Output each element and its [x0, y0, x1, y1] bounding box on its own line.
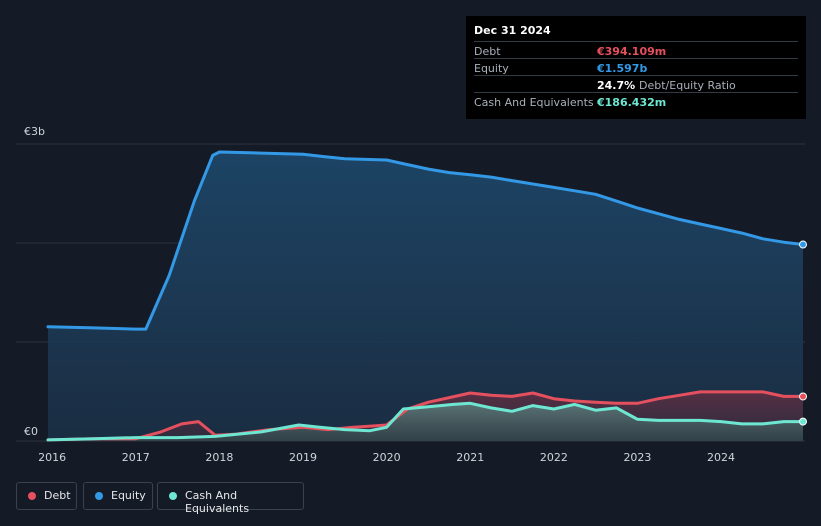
- tooltip-ratio-suffix: Debt/Equity Ratio: [639, 79, 736, 92]
- tooltip-cash-label: Cash And Equivalents: [474, 96, 594, 109]
- tooltip-row-cash: Cash And Equivalents €186.432m: [474, 92, 798, 110]
- tooltip-row-debt: Debt €394.109m: [474, 41, 798, 59]
- x-tick-label: 2020: [373, 451, 401, 464]
- tooltip-row-equity: Equity €1.597b: [474, 58, 798, 76]
- equity-dot-icon: [95, 492, 103, 500]
- y-tick-label: €3b: [24, 125, 45, 138]
- equity-line: [46, 150, 805, 331]
- tooltip-panel: Dec 31 2024 Debt €394.109m Equity €1.597…: [466, 16, 806, 119]
- x-tick-label: 2017: [122, 451, 150, 464]
- legend-item-debt[interactable]: Debt: [16, 482, 77, 510]
- debt-endpoint: [799, 392, 807, 401]
- series-lines: [46, 150, 805, 442]
- legend-cash-label: Cash And Equivalents: [185, 489, 250, 515]
- legend-debt-label: Debt: [44, 489, 71, 502]
- x-tick-label: 2023: [623, 451, 651, 464]
- series-endpoints: [799, 240, 807, 426]
- cash-endpoint: [799, 417, 807, 426]
- tooltip-ratio-value: 24.7%: [597, 79, 636, 92]
- legend-item-equity[interactable]: Equity: [83, 482, 153, 510]
- x-axis: 2016 2017 2018 2019 2020 2021 2022 2023 2024: [38, 451, 735, 464]
- cash-line: [46, 401, 805, 442]
- tooltip-equity-label: Equity: [474, 62, 509, 75]
- tooltip-date: Dec 31 2024: [474, 24, 551, 37]
- equity-area: [48, 152, 803, 441]
- tooltip-debt-label: Debt: [474, 45, 501, 58]
- equity-endpoint: [799, 240, 807, 249]
- tooltip-row-ratio: 24.7% Debt/Equity Ratio: [474, 75, 798, 93]
- x-tick-label: 2024: [707, 451, 735, 464]
- tooltip-cash-value: €186.432m: [597, 96, 667, 109]
- cash-dot-icon: [169, 492, 177, 500]
- x-tick-label: 2019: [289, 451, 317, 464]
- tooltip-debt-value: €394.109m: [597, 45, 667, 58]
- x-tick-label: 2016: [38, 451, 66, 464]
- legend-equity-label: Equity: [111, 489, 146, 502]
- debt-dot-icon: [28, 492, 36, 500]
- cash-area: [48, 403, 803, 441]
- x-tick-label: 2018: [205, 451, 233, 464]
- tooltip-equity-value: €1.597b: [597, 62, 648, 75]
- debt-line: [46, 390, 805, 442]
- x-tick-label: 2022: [540, 451, 568, 464]
- legend-item-cash[interactable]: Cash And Equivalents: [157, 482, 304, 515]
- x-tick-label: 2021: [456, 451, 484, 464]
- y-tick-label: €0: [24, 425, 38, 438]
- y-axis: €0 €3b: [24, 125, 45, 438]
